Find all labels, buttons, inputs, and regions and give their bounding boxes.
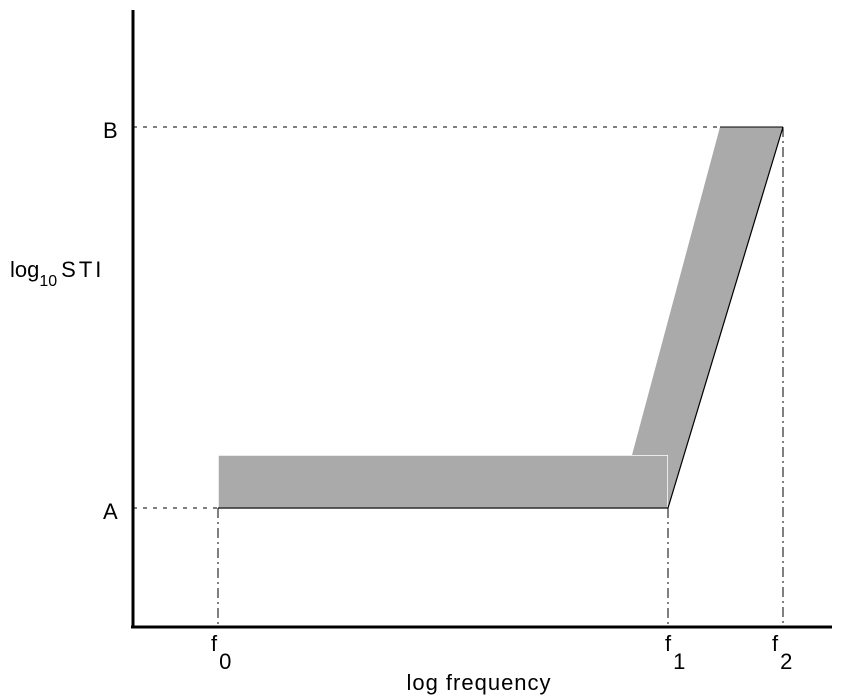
x-axis-title: log frequency (406, 670, 551, 695)
y-level-label-a: A (103, 499, 118, 524)
rising-band-region (632, 127, 783, 508)
x-marker-f1: f1 (665, 631, 685, 674)
y-level-label-b: B (103, 118, 118, 143)
x-marker-f1-base: f (665, 631, 672, 656)
x-marker-f0-base: f (211, 631, 218, 656)
y-axis-title-subscript: 10 (39, 273, 57, 290)
y-axis-title-suffix: STI (61, 257, 104, 282)
y-axis-title-prefix: log (10, 257, 39, 282)
x-marker-f2-base: f (772, 631, 779, 656)
x-marker-f0-sub: 0 (219, 649, 231, 674)
y-axis-title: log10 STI (10, 257, 104, 290)
x-marker-f0: f0 (211, 631, 231, 674)
flat-band-region (217, 454, 669, 509)
x-marker-f1-sub: 1 (673, 649, 685, 674)
x-marker-f2-sub: 2 (780, 649, 792, 674)
x-marker-f2: f2 (772, 631, 792, 674)
